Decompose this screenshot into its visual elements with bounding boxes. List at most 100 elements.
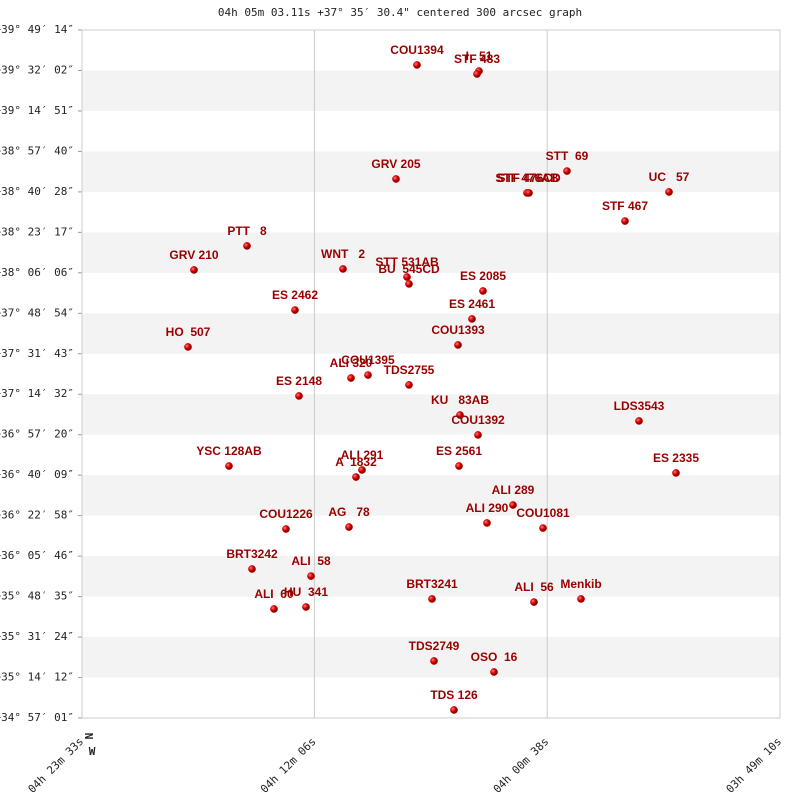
star-point bbox=[339, 265, 347, 273]
star-point bbox=[307, 572, 315, 580]
y-tick-label: +36° 40′ 09″ bbox=[0, 468, 74, 481]
star-label: LDS3543 bbox=[614, 399, 665, 413]
star-label: COU1394 bbox=[390, 43, 444, 57]
star-label: GRV 210 bbox=[169, 248, 218, 262]
star-label: ALI 320 bbox=[330, 356, 373, 370]
star-point bbox=[454, 341, 462, 349]
x-tick-label: 04h 12m 06s bbox=[258, 735, 319, 796]
grid-band bbox=[82, 394, 780, 435]
star-label: ALI 60 bbox=[254, 587, 294, 601]
star-label: ALI 291 bbox=[341, 448, 384, 462]
star-point bbox=[248, 565, 256, 573]
y-tick-label: +36° 57′ 20″ bbox=[0, 428, 74, 441]
grid-band bbox=[82, 232, 780, 273]
star-label: ALI 58 bbox=[291, 554, 331, 568]
grid-band bbox=[82, 151, 780, 192]
y-tick-label: +38° 06′ 06″ bbox=[0, 266, 74, 279]
star-label: STT 531AB bbox=[375, 255, 439, 269]
star-label: STF 476CD bbox=[497, 171, 561, 185]
star-point bbox=[291, 306, 299, 314]
star-label: UC 57 bbox=[649, 170, 690, 184]
x-tick-label: 03h 49m 10s bbox=[724, 735, 785, 796]
plot-border bbox=[81, 29, 781, 719]
y-tick-label: +35° 31′ 24″ bbox=[0, 630, 74, 643]
star-label: ALI 56 bbox=[514, 580, 554, 594]
star-point bbox=[358, 466, 366, 474]
star-label: ES 2148 bbox=[276, 374, 322, 388]
y-tick-label: +35° 14′ 12″ bbox=[0, 671, 74, 684]
star-point bbox=[539, 524, 547, 532]
grid-band bbox=[82, 313, 780, 354]
star-point bbox=[282, 525, 290, 533]
star-label: TDS 126 bbox=[430, 688, 478, 702]
y-tick-label: +38° 23′ 17″ bbox=[0, 225, 74, 238]
star-point bbox=[479, 287, 487, 295]
star-label: HO 507 bbox=[166, 325, 211, 339]
star-point bbox=[225, 462, 233, 470]
star-point bbox=[413, 61, 421, 69]
star-label: HU 341 bbox=[284, 585, 328, 599]
star-point bbox=[577, 595, 585, 603]
star-point bbox=[456, 411, 464, 419]
star-point bbox=[525, 189, 533, 197]
star-label: TDS2755 bbox=[384, 363, 435, 377]
star-point bbox=[509, 501, 517, 509]
star-label: ES 2461 bbox=[449, 297, 495, 311]
star-point bbox=[347, 374, 355, 382]
star-label: PTT 8 bbox=[227, 224, 267, 238]
y-tick-label: +34° 57′ 01″ bbox=[0, 711, 74, 724]
star-point bbox=[302, 603, 310, 611]
star-point bbox=[468, 315, 476, 323]
star-point bbox=[450, 706, 458, 714]
star-point bbox=[665, 188, 673, 196]
star-label: COU1081 bbox=[516, 506, 570, 520]
star-point bbox=[635, 417, 643, 425]
star-label: GRV 205 bbox=[371, 157, 420, 171]
star-point bbox=[455, 462, 463, 470]
star-label: COU1395 bbox=[341, 353, 395, 367]
y-tick-label: +36° 05′ 46″ bbox=[0, 549, 74, 562]
star-label: STT 69 bbox=[546, 149, 589, 163]
star-label: I 51 bbox=[466, 49, 493, 63]
star-point bbox=[530, 598, 538, 606]
star-point bbox=[364, 371, 372, 379]
star-label: COU1392 bbox=[451, 413, 505, 427]
star-point bbox=[621, 217, 629, 225]
star-point bbox=[295, 392, 303, 400]
grid-band bbox=[82, 70, 780, 111]
star-point bbox=[430, 657, 438, 665]
north-label: N bbox=[83, 733, 96, 740]
star-point bbox=[490, 668, 498, 676]
star-point bbox=[405, 280, 413, 288]
star-label: KU 83AB bbox=[431, 393, 489, 407]
star-label: BRT3242 bbox=[226, 547, 278, 561]
star-point bbox=[345, 523, 353, 531]
star-label: ALI 290 bbox=[466, 501, 509, 515]
grid-band bbox=[82, 475, 780, 516]
star-point bbox=[352, 473, 360, 481]
y-tick-label: +37° 48′ 54″ bbox=[0, 306, 74, 319]
y-tick-label: +36° 22′ 58″ bbox=[0, 509, 74, 522]
west-label: W bbox=[89, 745, 96, 758]
star-point bbox=[483, 519, 491, 527]
y-tick-label: +39° 49′ 14″ bbox=[0, 23, 74, 36]
star-point bbox=[243, 242, 251, 250]
y-tick-label: +37° 14′ 32″ bbox=[0, 387, 74, 400]
grid-band bbox=[82, 556, 780, 597]
star-point bbox=[672, 469, 680, 477]
star-label: A 1832 bbox=[335, 455, 377, 469]
star-point bbox=[403, 273, 411, 281]
star-label: BU 545CD bbox=[378, 262, 440, 276]
star-label: COU1393 bbox=[431, 323, 485, 337]
star-label: STF 467 bbox=[602, 199, 648, 213]
y-tick-label: +39° 32′ 02″ bbox=[0, 63, 74, 76]
star-point bbox=[474, 431, 482, 439]
star-point bbox=[473, 70, 481, 78]
star-label: ES 2085 bbox=[460, 269, 506, 283]
star-label: YSC 128AB bbox=[196, 444, 262, 458]
star-point bbox=[392, 175, 400, 183]
y-tick-label: +37° 31′ 43″ bbox=[0, 347, 74, 360]
star-label: STF 483 bbox=[454, 52, 500, 66]
star-point bbox=[405, 381, 413, 389]
